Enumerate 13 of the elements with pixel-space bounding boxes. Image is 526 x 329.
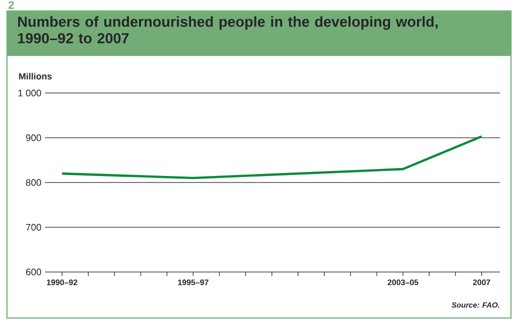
y-tick-label: 800: [26, 179, 42, 186]
text: 2: [8, 1, 14, 9]
x-tick-label: 2007: [473, 280, 490, 286]
y-tick-label: 700: [26, 224, 42, 231]
x-tick-label: 1995–97: [178, 280, 208, 286]
x-tick-label: 1990–92: [46, 280, 78, 286]
y-axis-title: Millions: [19, 72, 52, 80]
y-tick-label: 1 000: [18, 90, 42, 96]
chart-title: Numbers of undernourished people in the developing world, 1990–92 to 2007: [18, 16, 438, 44]
y-tick-label: 900: [26, 134, 42, 142]
line-series: [60, 135, 483, 180]
x-tick-label: 2003–05: [388, 280, 418, 286]
y-tick-label: 600: [26, 268, 42, 276]
